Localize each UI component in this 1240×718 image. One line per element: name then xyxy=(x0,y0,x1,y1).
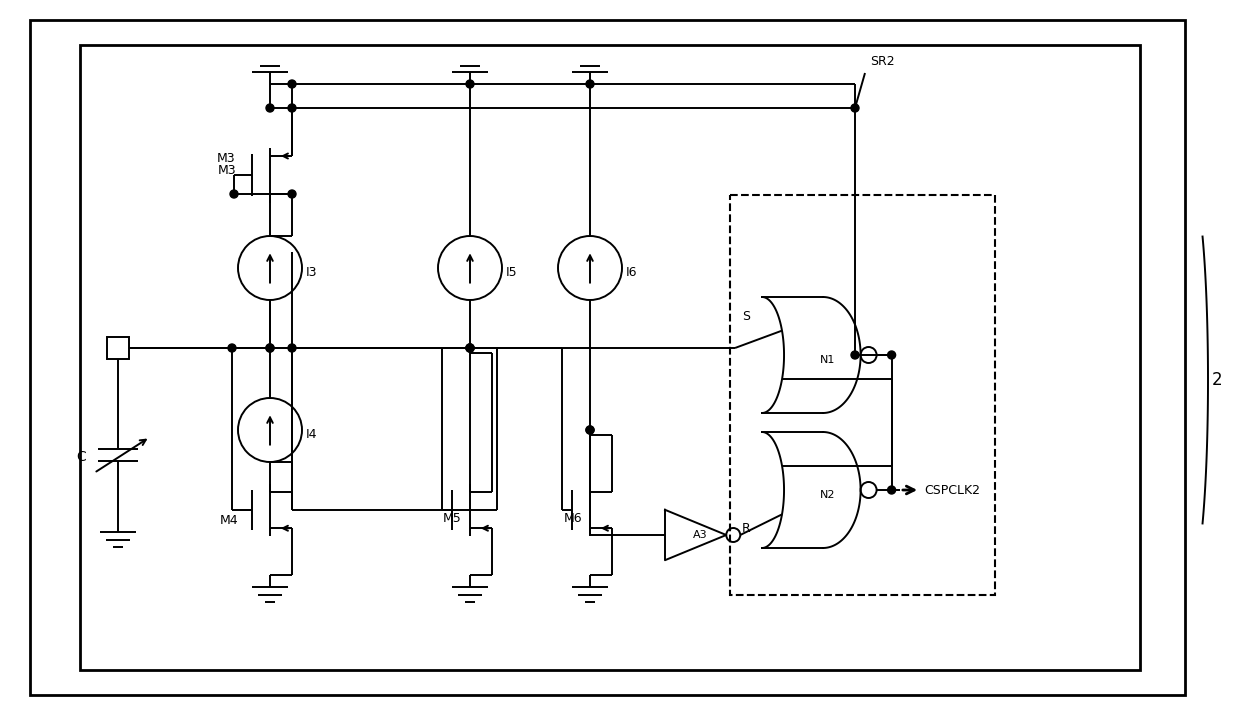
Text: C: C xyxy=(76,450,86,464)
Text: M6: M6 xyxy=(563,511,582,525)
Text: I4: I4 xyxy=(306,427,317,441)
Text: N2: N2 xyxy=(820,490,836,500)
Circle shape xyxy=(587,426,594,434)
Bar xyxy=(81,45,1140,670)
Text: S: S xyxy=(742,309,750,322)
Circle shape xyxy=(466,344,474,352)
Text: M4: M4 xyxy=(219,513,238,526)
Text: I3: I3 xyxy=(306,266,317,279)
Circle shape xyxy=(466,344,474,352)
Text: I5: I5 xyxy=(506,266,517,279)
Text: M3: M3 xyxy=(216,152,236,165)
Text: CSPCLK2: CSPCLK2 xyxy=(924,483,980,497)
Circle shape xyxy=(229,190,238,198)
Circle shape xyxy=(851,104,859,112)
Circle shape xyxy=(888,351,895,359)
Text: SR2: SR2 xyxy=(870,55,894,68)
Circle shape xyxy=(267,344,274,352)
Bar xyxy=(730,195,994,595)
Text: 2: 2 xyxy=(1211,371,1223,389)
Circle shape xyxy=(267,344,274,352)
Text: A3: A3 xyxy=(693,530,707,540)
Circle shape xyxy=(888,486,895,494)
Text: M5: M5 xyxy=(443,511,463,525)
Circle shape xyxy=(466,344,474,352)
Circle shape xyxy=(466,80,474,88)
Text: N1: N1 xyxy=(821,355,836,365)
Circle shape xyxy=(288,80,296,88)
Circle shape xyxy=(851,351,859,359)
Text: R: R xyxy=(742,523,750,536)
Circle shape xyxy=(228,344,236,352)
Circle shape xyxy=(288,344,296,352)
Circle shape xyxy=(587,80,594,88)
Circle shape xyxy=(288,190,296,198)
Circle shape xyxy=(587,426,594,434)
Text: I6: I6 xyxy=(626,266,637,279)
Circle shape xyxy=(267,104,274,112)
Circle shape xyxy=(288,104,296,112)
Bar xyxy=(107,337,129,359)
Text: M3: M3 xyxy=(217,164,236,177)
